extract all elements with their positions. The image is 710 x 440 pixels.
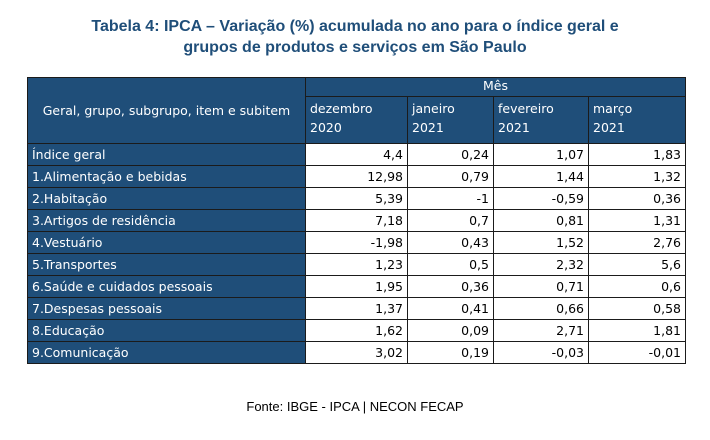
cell-value: 1,52 — [493, 231, 589, 254]
cell-value: 0,36 — [588, 187, 686, 210]
cell-value: 0,36 — [407, 275, 494, 298]
row-label: 9.Comunicação — [27, 341, 306, 364]
cell-value: 0,58 — [588, 297, 686, 320]
cell-value: 3,02 — [305, 341, 408, 364]
cell-value: 1,83 — [588, 143, 686, 166]
ipca-table: Geral, grupo, subgrupo, item e subitem M… — [27, 77, 686, 364]
cell-value: -0,01 — [588, 341, 686, 364]
table-row: 3.Artigos de residência 7,18 0,7 0,81 1,… — [27, 209, 686, 232]
month-year: 2021 — [412, 120, 444, 135]
row-label-header: Geral, grupo, subgrupo, item e subitem — [27, 77, 306, 144]
cell-value: 0,79 — [407, 165, 494, 188]
cell-value: 1,81 — [588, 319, 686, 342]
cell-value: 0,41 — [407, 297, 494, 320]
cell-value: 0,66 — [493, 297, 589, 320]
cell-value: 2,71 — [493, 319, 589, 342]
cell-value: -1,98 — [305, 231, 408, 254]
table-title: Tabela 4: IPCA – Variação (%) acumulada … — [0, 16, 710, 58]
month-year: 2021 — [593, 120, 625, 135]
month-name: fevereiro — [498, 101, 554, 116]
cell-value: 5,6 — [588, 253, 686, 276]
table-row: 4.Vestuário -1,98 0,43 1,52 2,76 — [27, 231, 686, 254]
table-row: 8.Educação 1,62 0,09 2,71 1,81 — [27, 319, 686, 342]
table-title-line-2: grupos de produtos e serviços em São Pau… — [183, 39, 527, 56]
cell-value: 1,95 — [305, 275, 408, 298]
month-header-mar-2021: março 2021 — [588, 96, 686, 144]
row-label: 6.Saúde e cuidados pessoais — [27, 275, 306, 298]
cell-value: -0,59 — [493, 187, 589, 210]
cell-value: 0,5 — [407, 253, 494, 276]
cell-value: 12,98 — [305, 165, 408, 188]
cell-value: 1,31 — [588, 209, 686, 232]
cell-value: 7,18 — [305, 209, 408, 232]
month-header-feb-2021: fevereiro 2021 — [493, 96, 589, 144]
cell-value: 1,07 — [493, 143, 589, 166]
month-header-jan-2021: janeiro 2021 — [407, 96, 494, 144]
cell-value: 2,32 — [493, 253, 589, 276]
cell-value: -1 — [407, 187, 494, 210]
cell-value: -0,03 — [493, 341, 589, 364]
month-header-dec-2020: dezembro 2020 — [305, 96, 408, 144]
row-label: 1.Alimentação e bebidas — [27, 165, 306, 188]
month-name: dezembro — [310, 101, 373, 116]
cell-value: 0,09 — [407, 319, 494, 342]
cell-value: 0,71 — [493, 275, 589, 298]
cell-value: 1,32 — [588, 165, 686, 188]
cell-value: 0,19 — [407, 341, 494, 364]
row-label: 4.Vestuário — [27, 231, 306, 254]
month-name: março — [593, 101, 633, 116]
cell-value: 1,37 — [305, 297, 408, 320]
source-note: Fonte: IBGE - IPCA | NECON FECAP — [246, 399, 464, 414]
table-row: 5.Transportes 1,23 0,5 2,32 5,6 — [27, 253, 686, 276]
table-row: 9.Comunicação 3,02 0,19 -0,03 -0,01 — [27, 341, 686, 364]
row-label: 3.Artigos de residência — [27, 209, 306, 232]
table-row: 6.Saúde e cuidados pessoais 1,95 0,36 0,… — [27, 275, 686, 298]
table-row: 7.Despesas pessoais 1,37 0,41 0,66 0,58 — [27, 297, 686, 320]
cell-value: 0,7 — [407, 209, 494, 232]
month-year: 2020 — [310, 120, 342, 135]
month-name: janeiro — [412, 101, 455, 116]
cell-value: 0,81 — [493, 209, 589, 232]
table-row: 2.Habitação 5,39 -1 -0,59 0,36 — [27, 187, 686, 210]
row-label: 7.Despesas pessoais — [27, 297, 306, 320]
cell-value: 4,4 — [305, 143, 408, 166]
cell-value: 0,43 — [407, 231, 494, 254]
month-year: 2021 — [498, 120, 530, 135]
row-label: 2.Habitação — [27, 187, 306, 210]
cell-value: 1,23 — [305, 253, 408, 276]
cell-value: 5,39 — [305, 187, 408, 210]
table-row: Índice geral 4,4 0,24 1,07 1,83 — [27, 143, 686, 166]
cell-value: 0,24 — [407, 143, 494, 166]
cell-value: 0,6 — [588, 275, 686, 298]
cell-value: 1,62 — [305, 319, 408, 342]
table-title-line-1: Tabela 4: IPCA – Variação (%) acumulada … — [91, 18, 619, 35]
cell-value: 2,76 — [588, 231, 686, 254]
month-group-header: Mês — [305, 77, 686, 97]
cell-value: 1,44 — [493, 165, 589, 188]
table-row: 1.Alimentação e bebidas 12,98 0,79 1,44 … — [27, 165, 686, 188]
row-label: Índice geral — [27, 143, 306, 166]
row-label: 8.Educação — [27, 319, 306, 342]
row-label: 5.Transportes — [27, 253, 306, 276]
